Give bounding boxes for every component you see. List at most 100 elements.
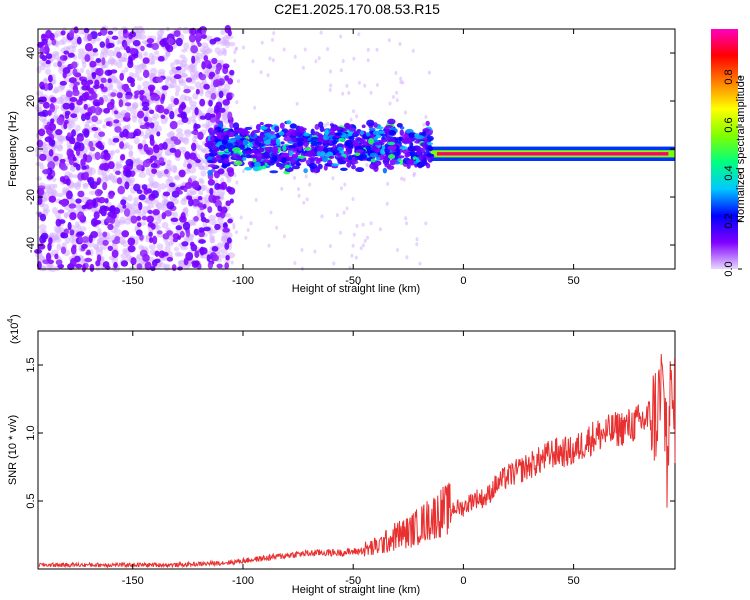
spectrogram-cell [117, 185, 126, 195]
spectrogram-cell [194, 250, 200, 258]
spectrogram-y-tick-label: -40 [25, 237, 37, 253]
spectrogram-cell [128, 31, 137, 38]
spectrogram-cell [250, 131, 255, 138]
spectrogram-cell [266, 73, 270, 78]
spectrogram-cell [152, 208, 160, 216]
spectrogram-cell [167, 37, 174, 44]
spectrogram-cell [418, 155, 424, 161]
spectrogram-cell [181, 48, 188, 53]
spectrogram-cell [138, 51, 143, 60]
spectrogram-cell [112, 175, 118, 183]
spectrogram-cell [77, 211, 85, 221]
spectrogram-cell [316, 150, 326, 157]
spectrogram-cell [197, 131, 204, 140]
spectrogram-cell [151, 259, 158, 267]
spectrogram-cell [323, 140, 329, 144]
spectrogram-cell [386, 165, 395, 170]
spectrogram-cell [113, 119, 120, 124]
spectrogram-cell [415, 242, 419, 247]
spectrogram-cell [138, 244, 144, 250]
spectrogram-cell [96, 177, 102, 184]
spectrogram-cell [77, 179, 82, 188]
spectrogram-cell [55, 227, 61, 234]
spectrogram-cell [63, 122, 68, 130]
spectrogram-cell [125, 158, 134, 167]
spectrogram-cell [73, 81, 80, 86]
spectrogram-cell [67, 52, 75, 58]
spectrogram-cell [365, 132, 371, 137]
spectrogram-cell [264, 146, 271, 151]
spectrogram-cell [124, 66, 129, 73]
spectrogram-cell [227, 77, 234, 85]
spectrogram-cell [121, 230, 130, 238]
spectrogram-cell [363, 238, 367, 243]
spectrogram-cell [180, 101, 186, 110]
spectrogram-cell [120, 260, 129, 267]
spectrogram-cell [395, 90, 399, 95]
spectrogram-cell [384, 136, 394, 142]
snr-scale-close: ) [9, 314, 21, 318]
spectrogram-cell [190, 45, 198, 54]
spectrogram-cell [139, 89, 145, 95]
colorbar-tick-label: 0.6 [723, 117, 735, 132]
spectrogram-cell [47, 161, 56, 170]
spectrogram-cell [69, 229, 75, 236]
spectrogram-cell [96, 67, 104, 77]
spectrogram-cell [205, 119, 210, 128]
spectrogram-cell [108, 56, 116, 65]
spectrogram-cell [43, 77, 49, 82]
spectrogram-cell [354, 255, 358, 260]
spectrogram-cell [218, 107, 226, 113]
spectrogram-cell [124, 181, 130, 190]
spectrogram-cell [133, 183, 141, 192]
spectrogram-y-label: Frequency (Hz) [7, 111, 19, 187]
spectrogram-cell [238, 144, 245, 150]
spectrogram-cell [102, 261, 110, 269]
spectrogram-cell [379, 148, 386, 155]
spectrogram-cell [121, 83, 129, 91]
spectrogram-cell [60, 232, 69, 239]
spectrogram-cell [132, 101, 139, 110]
spectrogram-cell [211, 57, 218, 65]
spectrogram-cell [161, 93, 166, 102]
spectrogram-cell [189, 63, 194, 71]
snr-line [37, 353, 676, 569]
spectrogram-cell [215, 78, 220, 88]
spectrogram-cell [65, 90, 73, 98]
spectrogram-cell [114, 228, 122, 237]
spectrogram-cell [200, 42, 209, 49]
spectrogram-cell [58, 135, 64, 142]
spectrogram-cell [297, 187, 300, 192]
spectrogram-cell [183, 257, 189, 266]
spectrogram-cell [224, 117, 229, 125]
spectrogram-cell [406, 160, 414, 164]
spectrogram-cell [164, 245, 171, 253]
spectrogram-cell [141, 40, 148, 45]
spectrogram-cell [232, 122, 240, 130]
spectrogram-cell [81, 165, 87, 170]
spectrogram-cell [269, 210, 273, 215]
spectrogram-cell [166, 256, 174, 262]
spectrogram-cell [42, 118, 48, 124]
spectrogram-cell [133, 136, 140, 145]
spectrogram-cell [387, 38, 391, 43]
spectrogram-cell [227, 138, 237, 143]
spectrogram-cell [107, 42, 115, 49]
spectrogram-cell [164, 241, 170, 246]
spectrogram-cell [395, 98, 399, 103]
spectrogram-cell [361, 222, 365, 227]
spectrogram-cell [280, 152, 290, 158]
spectrogram-cell [39, 213, 47, 222]
spectrogram-cell [304, 147, 312, 151]
spectrogram-cell [359, 130, 365, 136]
spectrogram-cell [89, 190, 96, 196]
spectrogram-cell [357, 32, 361, 37]
spectrogram-cell [134, 90, 141, 96]
spectrogram-cell [89, 263, 95, 272]
spectrogram-cell [275, 138, 281, 145]
spectrogram-cell [76, 231, 85, 236]
spectrogram-cell [89, 105, 97, 114]
spectrogram-cell [217, 168, 225, 175]
spectrogram-cell [39, 164, 45, 170]
spectrogram-cell [252, 158, 257, 163]
